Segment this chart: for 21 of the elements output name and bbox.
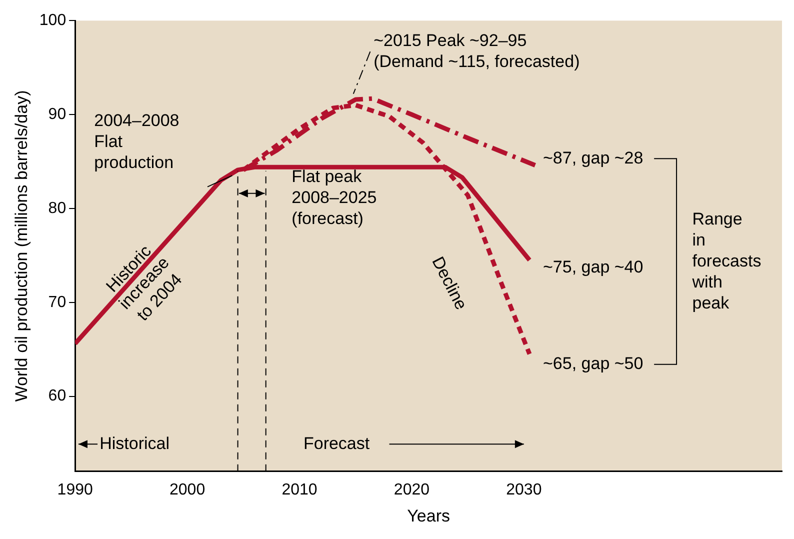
annotation: Historical xyxy=(100,434,170,453)
annotation: ~65, gap ~50 xyxy=(543,354,644,374)
x-tick-label: 2000 xyxy=(170,481,206,498)
x-tick-label: 2010 xyxy=(282,481,318,498)
y-tick-label: 90 xyxy=(48,106,66,123)
annotation: 2004–2008 Flat production xyxy=(94,110,180,172)
x-axis-title: Years xyxy=(407,506,450,526)
annotation: Flat peak 2008–2025 (forecast) xyxy=(292,167,377,228)
y-tick-label: 70 xyxy=(48,294,66,311)
annotation: ~75, gap ~40 xyxy=(543,257,644,276)
annotation: ~2015 Peak ~92–95 (Demand ~115, forecasted) xyxy=(374,30,580,71)
y-tick-label: 100 xyxy=(39,12,66,30)
y-tick-label: 60 xyxy=(48,388,66,405)
y-tick-label: 80 xyxy=(48,200,66,217)
x-tick-label: 1990 xyxy=(57,481,93,498)
y-axis-title: World oil production (millions barrels/day) xyxy=(12,90,31,402)
x-tick-label: 2020 xyxy=(394,481,430,498)
x-tick-label: 2030 xyxy=(506,481,542,498)
annotation: Range in forecasts with peak xyxy=(691,209,762,312)
annotation: ~87, gap ~28 xyxy=(543,148,644,168)
annotation: Forecast xyxy=(303,434,370,453)
